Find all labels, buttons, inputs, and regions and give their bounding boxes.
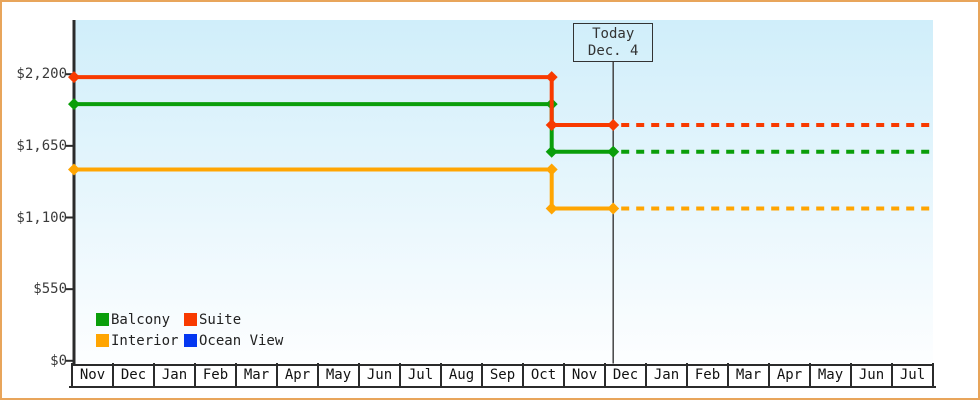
month-grid-line <box>891 363 893 388</box>
y-axis-label: $1,100 <box>16 209 67 226</box>
x-axis-month-label: Dec <box>607 365 644 386</box>
today-label: Today <box>592 25 635 42</box>
month-grid-line <box>112 363 114 388</box>
month-grid-line <box>440 363 442 388</box>
x-axis-month-label: Jan <box>156 365 193 386</box>
month-row-bottom-line <box>69 385 936 388</box>
y-axis-label: $2,200 <box>16 66 67 83</box>
legend-swatch-icon <box>184 313 197 326</box>
legend-label: Suite <box>199 311 242 328</box>
y-axis-label: $0 <box>50 352 67 369</box>
month-grid-line <box>358 363 360 388</box>
month-grid-line <box>399 363 401 388</box>
today-annotation-box: Today Dec. 4 <box>573 23 654 62</box>
month-grid-line <box>850 363 852 388</box>
month-grid-line <box>522 363 524 388</box>
x-axis-month-label: Nov <box>74 365 111 386</box>
x-axis-month-label: Mar <box>730 365 767 386</box>
month-grid-line <box>604 363 606 388</box>
month-grid-line <box>481 363 483 388</box>
legend-item-interior: Interior <box>96 332 179 349</box>
x-axis-month-label: Dec <box>115 365 152 386</box>
x-axis-month-label: Jul <box>894 365 931 386</box>
legend-swatch-icon <box>184 334 197 347</box>
x-axis-month-label: May <box>812 365 849 386</box>
y-axis-label: $550 <box>33 281 67 298</box>
x-axis-month-label: Mar <box>238 365 275 386</box>
month-grid-line <box>276 363 278 388</box>
legend-swatch-icon <box>96 334 109 347</box>
x-axis-month-label: Feb <box>689 365 726 386</box>
today-date: Dec. 4 <box>587 43 639 60</box>
x-axis-month-label: Apr <box>279 365 316 386</box>
month-grid-line <box>194 363 196 388</box>
legend-label: Interior <box>111 332 179 349</box>
month-grid-line <box>153 363 155 388</box>
legend-item-suite: Suite <box>184 311 242 328</box>
x-axis-month-label: Sep <box>484 365 521 386</box>
legend-item-balcony: Balcony <box>96 311 171 328</box>
x-axis-month-label: Oct <box>525 365 562 386</box>
x-axis-month-label: May <box>320 365 357 386</box>
x-axis-month-label: Aug <box>443 365 480 386</box>
x-axis-month-label: Jun <box>361 365 398 386</box>
month-grid-line <box>645 363 647 388</box>
x-axis-month-label: Apr <box>771 365 808 386</box>
y-axis-label: $1,650 <box>16 137 67 154</box>
month-grid-line <box>768 363 770 388</box>
legend-swatch-icon <box>96 313 109 326</box>
month-grid-line <box>932 363 934 388</box>
x-axis-month-label: Jun <box>853 365 890 386</box>
x-axis-month-label: Nov <box>566 365 603 386</box>
month-grid-line <box>71 363 73 388</box>
month-grid-line <box>727 363 729 388</box>
month-grid-line <box>317 363 319 388</box>
legend-label: Balcony <box>111 311 171 328</box>
month-grid-line <box>686 363 688 388</box>
month-grid-line <box>809 363 811 388</box>
month-grid-line <box>563 363 565 388</box>
x-axis-month-label: Jul <box>402 365 439 386</box>
legend-item-ocean-view: Ocean View <box>184 332 284 349</box>
legend-label: Ocean View <box>199 332 284 349</box>
x-axis-month-label: Jan <box>648 365 685 386</box>
x-axis-month-label: Feb <box>197 365 234 386</box>
month-row-top-line <box>72 363 933 366</box>
month-grid-line <box>235 363 237 388</box>
